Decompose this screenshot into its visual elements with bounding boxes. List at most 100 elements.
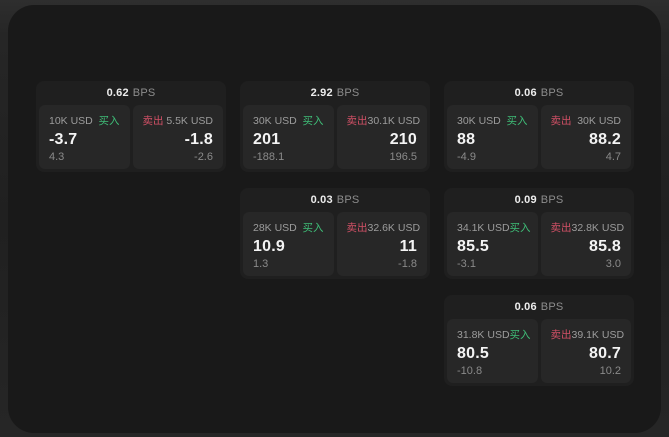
quote-tiles: 28K USD 买入 10.9 1.3 卖出 32.6K USD 11 -1.8 — [243, 212, 427, 276]
buy-notional: 34.1K USD — [457, 222, 510, 234]
buy-delta: -3.1 — [457, 258, 476, 270]
sell-action-label: 卖出 — [142, 115, 164, 127]
buy-quote-tile[interactable]: 30K USD 买入 201 -188.1 — [243, 105, 334, 169]
buy-action-label: 买入 — [509, 329, 531, 341]
sell-delta: 10.2 — [599, 365, 621, 377]
buy-quote-tile[interactable]: 31.8K USD 买入 80.5 -10.8 — [447, 319, 538, 383]
sell-tile-header: 卖出 5.5K USD — [143, 113, 214, 128]
bps-unit-label: BPS — [540, 87, 564, 99]
sell-action-label: 卖出 — [550, 222, 572, 234]
sell-quote-tile[interactable]: 卖出 5.5K USD -1.8 -2.6 — [132, 105, 223, 169]
buy-quote-tile[interactable]: 10K USD 买入 -3.7 4.3 — [39, 105, 130, 169]
buy-quote-tile[interactable]: 28K USD 买入 10.9 1.3 — [243, 212, 334, 276]
sell-notional: 32.6K USD — [367, 222, 421, 234]
sell-notional: 32.8K USD — [571, 222, 625, 234]
buy-tile-header: 31.8K USD 买入 — [457, 327, 531, 342]
sell-tile-header: 卖出 32.8K USD — [550, 220, 625, 235]
sell-price: 85.8 — [589, 238, 621, 255]
sell-tile-header: 卖出 32.6K USD — [346, 220, 421, 235]
card-header: 0.62 BPS — [39, 81, 223, 105]
quote-card[interactable]: 2.92 BPS 30K USD 买入 201 -188.1 卖出 30.1K … — [240, 81, 430, 172]
sell-price: -1.8 — [184, 131, 213, 148]
sell-delta: 3.0 — [605, 258, 621, 270]
buy-tile-header: 34.1K USD 买入 — [457, 220, 531, 235]
bps-value: 0.06 — [514, 87, 537, 99]
buy-price: 10.9 — [253, 238, 285, 255]
quote-card[interactable]: 0.62 BPS 10K USD 买入 -3.7 4.3 卖出 5.5K USD… — [36, 81, 226, 172]
quote-tiles: 30K USD 买入 88 -4.9 卖出 30K USD 88.2 4.7 — [447, 105, 631, 169]
buy-price: 201 — [253, 131, 281, 148]
buy-quote-tile[interactable]: 34.1K USD 买入 85.5 -3.1 — [447, 212, 538, 276]
sell-price: 11 — [399, 238, 417, 255]
sell-quote-tile[interactable]: 卖出 30.1K USD 210 196.5 — [336, 105, 427, 169]
sell-quote-tile[interactable]: 卖出 30K USD 88.2 4.7 — [540, 105, 631, 169]
bps-value: 0.62 — [106, 87, 129, 99]
quote-card[interactable]: 0.06 BPS 31.8K USD 买入 80.5 -10.8 卖出 39.1… — [444, 295, 634, 386]
card-header: 2.92 BPS — [243, 81, 427, 105]
buy-delta: 1.3 — [253, 258, 269, 270]
sell-tile-header: 卖出 30.1K USD — [346, 113, 421, 128]
buy-tile-header: 10K USD 买入 — [49, 113, 120, 128]
buy-action-label: 买入 — [302, 222, 324, 234]
sell-notional: 30.1K USD — [367, 115, 421, 127]
buy-tile-header: 30K USD 买入 — [253, 113, 324, 128]
buy-price: 80.5 — [457, 345, 489, 362]
quote-card[interactable]: 0.03 BPS 28K USD 买入 10.9 1.3 卖出 32.6K US… — [240, 188, 430, 279]
sell-delta: 4.7 — [605, 151, 621, 163]
buy-price: 88 — [457, 131, 476, 148]
card-header: 0.06 BPS — [447, 295, 631, 319]
sell-tile-header: 卖出 30K USD — [551, 113, 622, 128]
buy-action-label: 买入 — [302, 115, 324, 127]
sell-delta: -1.8 — [398, 258, 417, 270]
buy-price: 85.5 — [457, 238, 489, 255]
quote-grid: 0.62 BPS 10K USD 买入 -3.7 4.3 卖出 5.5K USD… — [8, 5, 661, 386]
buy-notional: 30K USD — [457, 115, 501, 127]
buy-notional: 30K USD — [253, 115, 297, 127]
sell-quote-tile[interactable]: 卖出 32.8K USD 85.8 3.0 — [540, 212, 631, 276]
buy-tile-header: 30K USD 买入 — [457, 113, 528, 128]
sell-action-label: 卖出 — [346, 222, 368, 234]
sell-action-label: 卖出 — [550, 329, 572, 341]
buy-tile-header: 28K USD 买入 — [253, 220, 324, 235]
sell-price: 210 — [389, 131, 417, 148]
quote-card[interactable]: 0.06 BPS 30K USD 买入 88 -4.9 卖出 30K USD 8… — [444, 81, 634, 172]
buy-action-label: 买入 — [506, 115, 528, 127]
sell-notional: 39.1K USD — [571, 329, 625, 341]
sell-tile-header: 卖出 39.1K USD — [550, 327, 625, 342]
sell-notional: 30K USD — [577, 115, 621, 127]
buy-notional: 28K USD — [253, 222, 297, 234]
bps-unit-label: BPS — [336, 87, 360, 99]
sell-price: 88.2 — [589, 131, 621, 148]
sell-price: 80.7 — [589, 345, 621, 362]
card-header: 0.09 BPS — [447, 188, 631, 212]
sell-quote-tile[interactable]: 卖出 39.1K USD 80.7 10.2 — [540, 319, 631, 383]
buy-delta: -10.8 — [457, 365, 483, 377]
quote-tiles: 10K USD 买入 -3.7 4.3 卖出 5.5K USD -1.8 -2.… — [39, 105, 223, 169]
sell-action-label: 卖出 — [346, 115, 368, 127]
buy-action-label: 买入 — [509, 222, 531, 234]
card-header: 0.03 BPS — [243, 188, 427, 212]
bps-unit-label: BPS — [132, 87, 156, 99]
card-header: 0.06 BPS — [447, 81, 631, 105]
quote-tiles: 34.1K USD 买入 85.5 -3.1 卖出 32.8K USD 85.8… — [447, 212, 631, 276]
sell-delta: -2.6 — [194, 151, 213, 163]
sell-notional: 5.5K USD — [166, 115, 213, 127]
bps-unit-label: BPS — [336, 194, 360, 206]
bps-value: 2.92 — [310, 87, 333, 99]
main-panel: 0.62 BPS 10K USD 买入 -3.7 4.3 卖出 5.5K USD… — [8, 5, 661, 433]
buy-quote-tile[interactable]: 30K USD 买入 88 -4.9 — [447, 105, 538, 169]
bps-unit-label: BPS — [540, 194, 564, 206]
bps-unit-label: BPS — [540, 301, 564, 313]
sell-quote-tile[interactable]: 卖出 32.6K USD 11 -1.8 — [336, 212, 427, 276]
bps-value: 0.06 — [514, 301, 537, 313]
quote-card[interactable]: 0.09 BPS 34.1K USD 买入 85.5 -3.1 卖出 32.8K… — [444, 188, 634, 279]
buy-delta: 4.3 — [49, 151, 65, 163]
buy-price: -3.7 — [49, 131, 78, 148]
quote-tiles: 30K USD 买入 201 -188.1 卖出 30.1K USD 210 1… — [243, 105, 427, 169]
buy-notional: 10K USD — [49, 115, 93, 127]
buy-delta: -188.1 — [253, 151, 285, 163]
sell-delta: 196.5 — [389, 151, 417, 163]
buy-delta: -4.9 — [457, 151, 476, 163]
bps-value: 0.09 — [514, 194, 537, 206]
quote-tiles: 31.8K USD 买入 80.5 -10.8 卖出 39.1K USD 80.… — [447, 319, 631, 383]
